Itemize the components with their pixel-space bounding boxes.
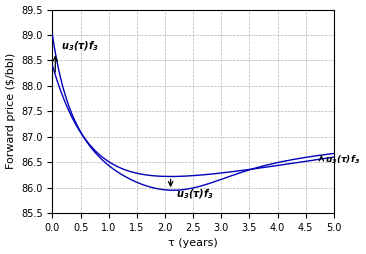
Y-axis label: Forward price ($/bbl): Forward price ($/bbl)	[5, 53, 16, 169]
Text: $\bfit{u}_3(\tau)\bfit{f}_3$: $\bfit{u}_3(\tau)\bfit{f}_3$	[61, 39, 99, 53]
Text: $\bfit{u}_3(\tau)\bfit{f}_3$: $\bfit{u}_3(\tau)\bfit{f}_3$	[325, 153, 361, 166]
X-axis label: τ (years): τ (years)	[168, 239, 218, 248]
Text: $\bfit{u}_3(\tau)\bfit{f}_3$: $\bfit{u}_3(\tau)\bfit{f}_3$	[176, 187, 214, 201]
